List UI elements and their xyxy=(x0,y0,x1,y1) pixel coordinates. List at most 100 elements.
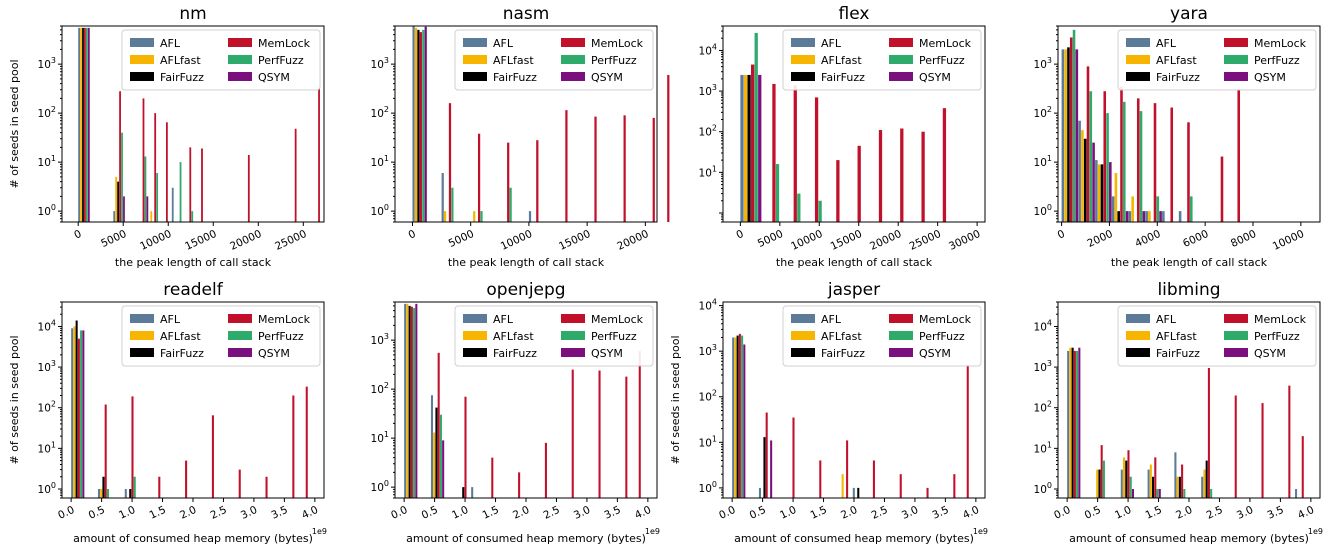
bar-yara-QSYM-4 xyxy=(1142,211,1146,222)
legend: AFL AFLfast FairFuzz MemLock PerfFuzz QSYM xyxy=(1117,29,1317,91)
panel-title: nm xyxy=(179,4,206,24)
legend-label-AFLfast: AFLfast xyxy=(493,330,534,343)
x-axis-label: amount of consumed heap memory (bytes) xyxy=(734,532,974,545)
legend: AFL AFLfast FairFuzz MemLock PerfFuzz QSYM xyxy=(782,305,982,367)
legend-label-AFL: AFL xyxy=(493,313,514,326)
bar-flex-FairFuzz-0 xyxy=(747,74,751,222)
bar-readelf-AFL-4 xyxy=(124,488,127,498)
xtick-label: 2.5 xyxy=(870,504,890,522)
legend-frame xyxy=(454,305,654,367)
ytick-label: 100 xyxy=(371,203,389,218)
bar-nasm-FairFuzz-0 xyxy=(417,29,420,222)
bar-libming-AFLfast-6 xyxy=(1149,464,1152,498)
xtick-label: 2.0 xyxy=(178,504,198,522)
bar-yara-QSYM-0 xyxy=(1075,49,1079,222)
bar-libming-FairFuzz-0 xyxy=(1071,347,1074,498)
bar-flex-MemLock-6 xyxy=(878,130,883,222)
ytick-label: 103 xyxy=(1034,56,1052,71)
bar-nasm-MemLock-2 xyxy=(448,103,452,222)
bar-readelf-AFL-2 xyxy=(97,488,101,498)
bar-nm-MemLock-18 xyxy=(294,128,297,222)
bar-libming-FairFuzz-2 xyxy=(1098,469,1101,498)
xtick-label: 3.5 xyxy=(930,504,950,522)
ytick-label: 100 xyxy=(699,480,717,495)
bar-yara-AFL-1 xyxy=(1078,120,1081,222)
legend-label-MemLock: MemLock xyxy=(591,37,644,50)
legend-swatch-MemLock xyxy=(561,38,585,47)
bar-flex-MemLock-9 xyxy=(942,108,947,222)
legend-swatch-QSYM xyxy=(228,348,252,357)
xtick-label: 20000 xyxy=(615,228,650,253)
bar-nm-PerfFuzz-8 xyxy=(179,162,182,222)
bar-readelf-MemLock-6 xyxy=(158,476,161,498)
bar-nasm-MemLock-4 xyxy=(477,133,481,222)
bar-readelf-AFLfast-2 xyxy=(100,488,103,498)
bar-yara-FairFuzz-0 xyxy=(1067,47,1070,222)
bar-readelf-MemLock-8 xyxy=(185,460,188,498)
x-axis-label: amount of consumed heap memory (bytes) xyxy=(1069,532,1309,545)
bar-jasper-MemLock-0 xyxy=(738,333,741,498)
xtick-label: 1.5 xyxy=(481,504,501,522)
legend-swatch-PerfFuzz xyxy=(1224,55,1248,64)
xtick-label: 15000 xyxy=(829,228,864,253)
bar-openjepg-MemLock-0 xyxy=(410,306,413,498)
bar-libming-AFL-4 xyxy=(1120,469,1123,498)
bar-nasm-AFL-0 xyxy=(412,26,415,222)
ytick-label: 102 xyxy=(38,105,56,120)
bar-libming-PerfFuzz-0 xyxy=(1076,350,1079,498)
bar-libming-MemLock-0 xyxy=(1073,350,1076,498)
xtick-label: 2.5 xyxy=(542,504,562,522)
xtick-label: 3.0 xyxy=(1235,504,1255,522)
legend: AFL AFLfast FairFuzz MemLock PerfFuzz QSYM xyxy=(454,29,654,91)
bar-jasper-MemLock-12 xyxy=(899,474,902,498)
legend-swatch-FairFuzz xyxy=(463,348,487,357)
bar-openjepg-FairFuzz-4 xyxy=(462,487,465,498)
x-offset-label: 1e9 xyxy=(1308,527,1323,536)
legend-label-AFL: AFL xyxy=(821,313,842,326)
bar-libming-AFL-10 xyxy=(1201,476,1204,498)
bar-jasper-MemLock-6 xyxy=(819,460,822,498)
legend-swatch-AFLfast xyxy=(463,55,487,64)
bar-libming-MemLock-17 xyxy=(1301,436,1304,498)
bar-libming-MemLock-10 xyxy=(1207,368,1210,498)
legend-label-PerfFuzz: PerfFuzz xyxy=(1254,54,1300,67)
legend-swatch-QSYM xyxy=(228,72,252,81)
ytick-label: 101 xyxy=(699,434,717,449)
bar-nm-QSYM-3 xyxy=(123,196,125,222)
bar-nm-AFL-8 xyxy=(171,187,174,222)
panel-title: nasm xyxy=(503,4,550,24)
panel-title: libming xyxy=(1157,280,1220,300)
bar-yara-FairFuzz-2 xyxy=(1100,164,1104,222)
bar-libming-AFLfast-4 xyxy=(1122,457,1126,498)
bar-yara-AFLfast-3 xyxy=(1114,173,1118,222)
ytick-label: 103 xyxy=(38,359,56,374)
bar-libming-PerfFuzz-10 xyxy=(1210,488,1213,498)
xtick-label: 0.0 xyxy=(389,504,409,522)
xtick-label: 1.0 xyxy=(778,504,798,522)
ytick-label: 101 xyxy=(1034,154,1052,169)
ytick-label: 103 xyxy=(371,332,389,347)
legend-frame xyxy=(121,29,321,91)
legend-label-AFL: AFL xyxy=(493,37,514,50)
legend-swatch-AFLfast xyxy=(791,331,815,340)
bar-yara-AFL-6 xyxy=(1162,211,1165,222)
legend-label-AFLfast: AFLfast xyxy=(1156,330,1197,343)
xtick-label: 4000 xyxy=(1133,228,1162,250)
bar-flex-MemLock-1 xyxy=(772,83,776,222)
bar-openjepg-FairFuzz-0 xyxy=(408,305,411,498)
bar-libming-MemLock-6 xyxy=(1154,457,1157,498)
bar-jasper-FairFuzz-2 xyxy=(763,437,766,498)
legend-swatch-QSYM xyxy=(1224,72,1248,81)
legend-label-AFL: AFL xyxy=(1156,313,1177,326)
legend-label-FairFuzz: FairFuzz xyxy=(821,71,865,84)
bar-yara-QSYM-3 xyxy=(1125,211,1129,222)
bar-jasper-AFL-0 xyxy=(732,337,735,498)
x-offset-label: 1e9 xyxy=(973,527,988,536)
bar-yara-QSYM-1 xyxy=(1092,142,1095,222)
x-axis-label: the peak length of call stack xyxy=(448,256,605,269)
bar-openjepg-FairFuzz-2 xyxy=(435,407,438,498)
bar-openjepg-MemLock-14 xyxy=(598,370,601,498)
legend-label-QSYM: QSYM xyxy=(591,71,623,84)
ytick-label: 103 xyxy=(699,83,717,98)
legend-frame xyxy=(1117,29,1317,91)
